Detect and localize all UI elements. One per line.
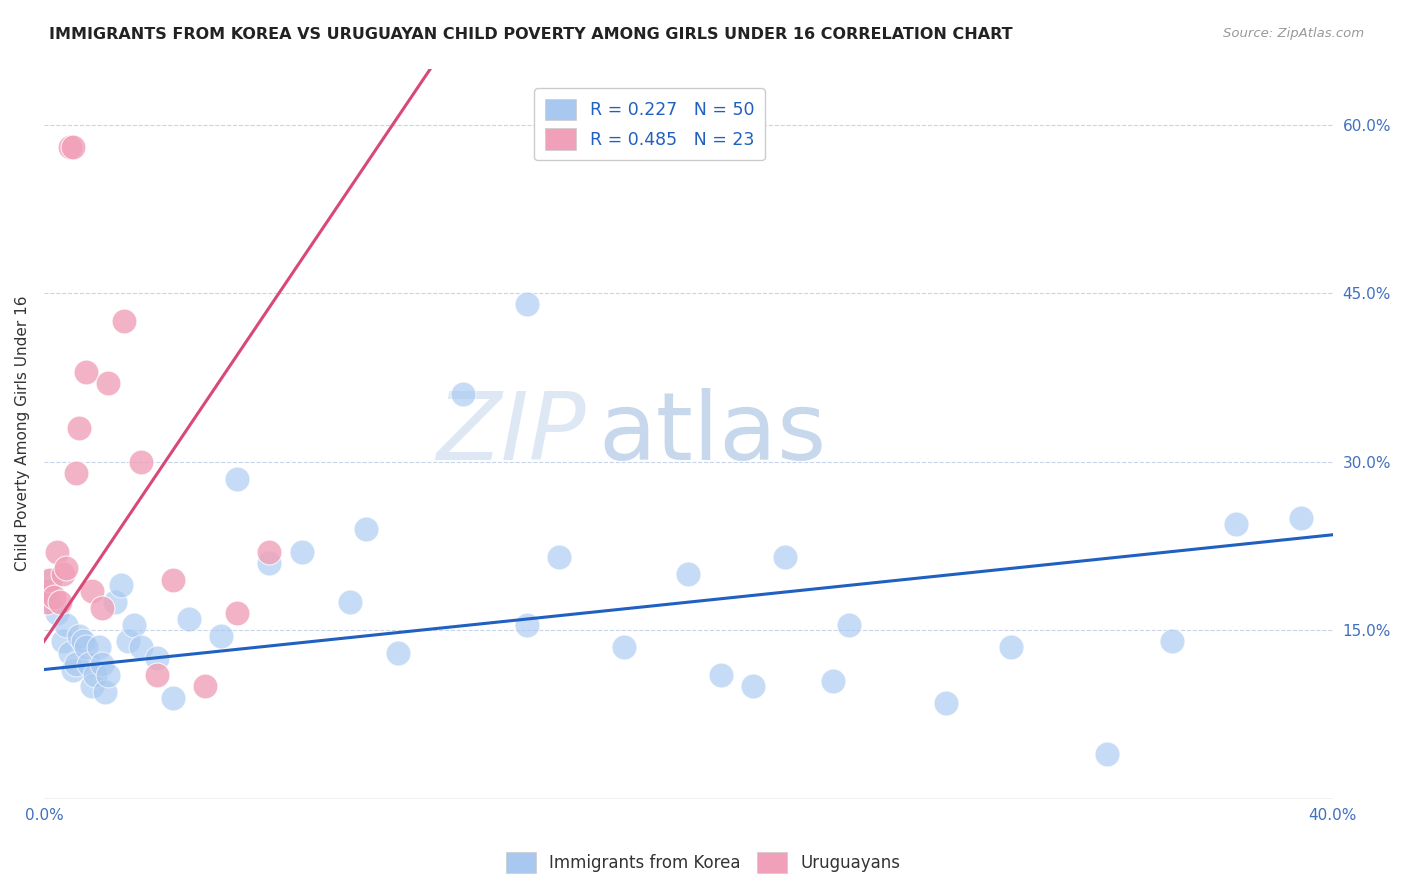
Point	[548, 550, 571, 565]
Point	[55, 617, 77, 632]
Point	[37, 583, 59, 598]
Point	[935, 696, 957, 710]
Point	[82, 680, 104, 694]
Point	[259, 556, 281, 570]
Point	[90, 657, 112, 671]
Point	[90, 600, 112, 615]
Text: atlas: atlas	[598, 388, 827, 480]
Point	[87, 640, 110, 654]
Point	[291, 544, 314, 558]
Point	[65, 466, 87, 480]
Legend: Immigrants from Korea, Uruguayans: Immigrants from Korea, Uruguayans	[499, 846, 907, 880]
Point	[129, 455, 152, 469]
Point	[45, 544, 67, 558]
Point	[162, 573, 184, 587]
Point	[1225, 516, 1247, 531]
Point	[52, 634, 75, 648]
Point	[709, 668, 731, 682]
Point	[110, 578, 132, 592]
Point	[84, 668, 107, 682]
Point	[1160, 634, 1182, 648]
Text: Source: ZipAtlas.com: Source: ZipAtlas.com	[1223, 27, 1364, 40]
Point	[117, 634, 139, 648]
Point	[39, 573, 62, 587]
Point	[339, 595, 361, 609]
Y-axis label: Child Poverty Among Girls Under 16: Child Poverty Among Girls Under 16	[15, 296, 30, 572]
Point	[194, 680, 217, 694]
Point	[226, 607, 249, 621]
Point	[55, 561, 77, 575]
Point	[97, 376, 120, 390]
Point	[104, 595, 127, 609]
Point	[226, 472, 249, 486]
Point	[65, 657, 87, 671]
Point	[37, 573, 59, 587]
Point	[741, 680, 763, 694]
Point	[838, 617, 860, 632]
Point	[59, 140, 82, 154]
Point	[94, 685, 117, 699]
Point	[354, 522, 377, 536]
Point	[62, 663, 84, 677]
Point	[516, 297, 538, 311]
Point	[77, 657, 100, 671]
Point	[451, 387, 474, 401]
Point	[72, 634, 94, 648]
Point	[823, 673, 845, 688]
Point	[129, 640, 152, 654]
Point	[49, 595, 72, 609]
Point	[1289, 511, 1312, 525]
Point	[145, 651, 167, 665]
Point	[1000, 640, 1022, 654]
Point	[82, 583, 104, 598]
Point	[122, 617, 145, 632]
Point	[67, 421, 90, 435]
Point	[67, 629, 90, 643]
Point	[177, 612, 200, 626]
Text: IMMIGRANTS FROM KOREA VS URUGUAYAN CHILD POVERTY AMONG GIRLS UNDER 16 CORRELATIO: IMMIGRANTS FROM KOREA VS URUGUAYAN CHILD…	[49, 27, 1012, 42]
Point	[39, 595, 62, 609]
Point	[37, 595, 59, 609]
Point	[62, 140, 84, 154]
Point	[52, 567, 75, 582]
Point	[259, 544, 281, 558]
Point	[613, 640, 636, 654]
Point	[114, 314, 136, 328]
Point	[59, 646, 82, 660]
Point	[678, 567, 700, 582]
Point	[209, 629, 232, 643]
Point	[516, 617, 538, 632]
Point	[75, 640, 97, 654]
Point	[97, 668, 120, 682]
Legend: R = 0.227   N = 50, R = 0.485   N = 23: R = 0.227 N = 50, R = 0.485 N = 23	[534, 88, 765, 160]
Point	[75, 365, 97, 379]
Point	[162, 690, 184, 705]
Text: ZIP: ZIP	[436, 388, 585, 479]
Point	[1095, 747, 1118, 761]
Point	[773, 550, 796, 565]
Point	[45, 607, 67, 621]
Point	[387, 646, 409, 660]
Point	[42, 590, 65, 604]
Point	[145, 668, 167, 682]
